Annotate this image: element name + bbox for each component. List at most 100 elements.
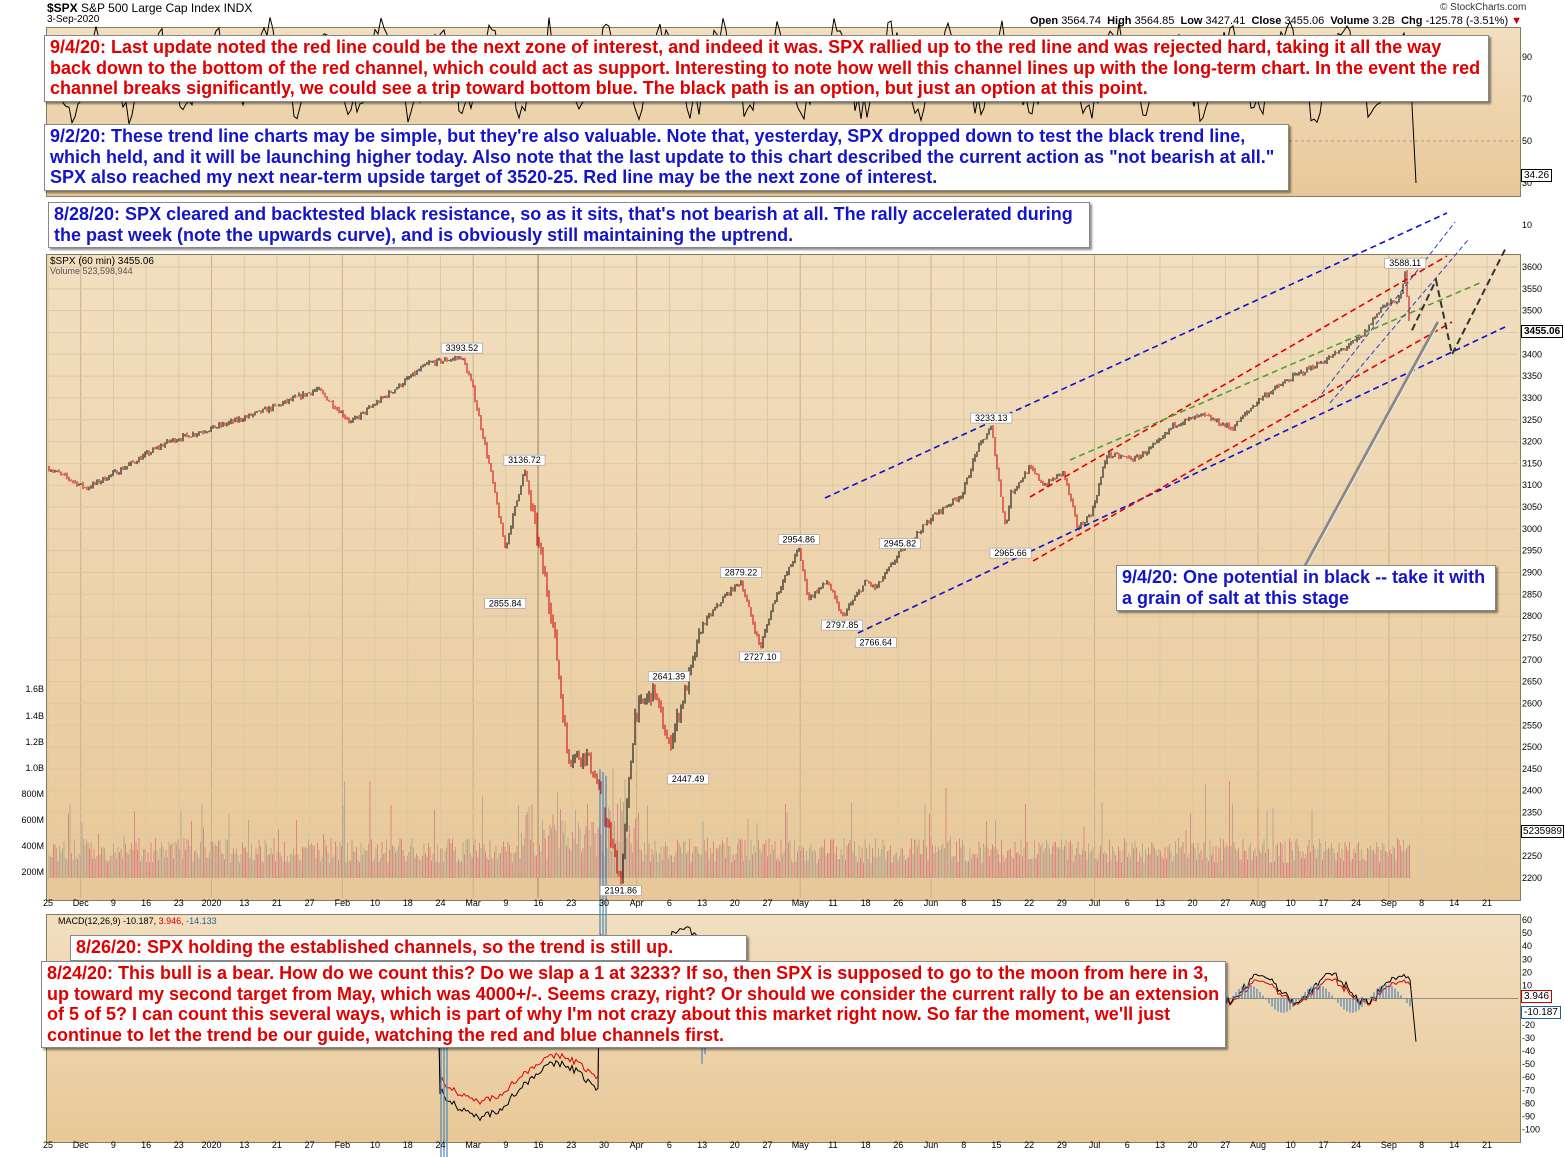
x-tick-label: Sep	[1381, 1140, 1397, 1150]
x-tick-label: 10	[1286, 1140, 1296, 1150]
price-tick-label: 2600	[1522, 698, 1542, 708]
x-tick-label: Jun	[924, 898, 939, 908]
x-tick-label: 20	[1188, 1140, 1198, 1150]
macd-value-tag: 3.946	[1521, 990, 1553, 1003]
chart-date: 3-Sep-2020	[47, 14, 100, 25]
x-tick-label: 18	[861, 1140, 871, 1150]
x-tick-label: 21	[1482, 898, 1492, 908]
price-annotation: 3393.52	[446, 343, 479, 353]
blue-channel-top	[824, 212, 1448, 499]
price-annotation-box	[1384, 257, 1427, 269]
rsi-tick-label: 30	[1522, 178, 1532, 188]
x-tick-label: 20	[730, 1140, 740, 1150]
x-tick-label: 8	[961, 898, 966, 908]
x-tick-label: 27	[305, 1140, 315, 1150]
price-annotation-box	[667, 773, 709, 785]
volume-tick-label: 1.2B	[25, 737, 44, 747]
volume-tick-label: 800M	[21, 789, 44, 799]
x-tick-label: 13	[239, 898, 249, 908]
x-tick-label: 2020	[202, 1140, 222, 1150]
price-annotation: 2191.86	[604, 886, 637, 896]
x-tick-label: 16	[534, 898, 544, 908]
x-tick-label: 16	[141, 1140, 151, 1150]
price-annotation: 2855.84	[489, 598, 522, 608]
x-tick-label: 24	[435, 898, 445, 908]
x-tick-label: Dec	[73, 898, 90, 908]
price-annotation: 2641.39	[653, 671, 686, 681]
x-tick-label: Jul	[1089, 1140, 1101, 1150]
x-tick-label: 6	[667, 898, 672, 908]
x-tick-label: 29	[1057, 898, 1067, 908]
x-tick-label: Apr	[630, 898, 644, 908]
x-tick-label: 11	[828, 1140, 837, 1150]
x-tick-label: 8	[1419, 1140, 1424, 1150]
macd-tick-label: -20	[1522, 1020, 1535, 1030]
price-annotation: 3233.13	[975, 413, 1008, 423]
x-tick-label: May	[792, 1140, 810, 1150]
x-tick-label: 13	[1155, 898, 1165, 908]
x-tick-label: 30	[599, 898, 609, 908]
price-annotation: 2766.64	[860, 638, 893, 648]
price-annotation: 2954.86	[783, 535, 816, 545]
x-tick-label: 20	[1188, 898, 1198, 908]
x-tick-label: 20	[730, 898, 740, 908]
price-annotation: 2797.85	[826, 620, 859, 630]
x-tick-label: 11	[828, 898, 837, 908]
x-tick-label: 27	[762, 898, 772, 908]
x-tick-label: Apr	[630, 1140, 644, 1150]
x-tick-label: 8	[961, 1140, 966, 1150]
price-value-tag: 3455.06	[1521, 325, 1564, 338]
note-pointer-highlight	[1306, 321, 1441, 567]
red-channel-top	[1029, 255, 1448, 498]
macd-tick-label: -80	[1522, 1098, 1535, 1108]
x-tick-label: 24	[1351, 1140, 1361, 1150]
volume-tick-label: 1.0B	[25, 763, 44, 773]
macd-panel-label: MACD(12,26,9) -10.187, 3.946, -14.133	[58, 916, 217, 926]
x-tick-label: 18	[403, 898, 413, 908]
x-tick-label: 16	[141, 898, 151, 908]
x-tick-label: 6	[667, 1140, 672, 1150]
price-tick-label: 2450	[1522, 764, 1542, 774]
x-tick-label: 9	[503, 898, 508, 908]
x-tick-label: 18	[403, 1140, 413, 1150]
x-tick-label: 8	[1419, 898, 1424, 908]
x-tick-label: 18	[861, 898, 871, 908]
x-tick-label: 13	[697, 898, 707, 908]
macd-tick-label: 10	[1522, 981, 1532, 991]
price-annotation-box	[599, 885, 642, 896]
x-tick-label: 22	[1024, 898, 1034, 908]
x-tick-label: 17	[1318, 1140, 1328, 1150]
macd-tick-label: 40	[1522, 941, 1532, 951]
x-tick-label: 6	[1125, 898, 1130, 908]
x-tick-label: 13	[697, 1140, 707, 1150]
price-annotation-box	[720, 567, 762, 578]
chart-exchange: INDX	[223, 1, 253, 15]
price-annotation: 2447.49	[672, 774, 705, 784]
price-annotation: 2945.82	[884, 539, 917, 549]
rsi-tick-label: 90	[1522, 52, 1532, 62]
x-tick-label: 21	[1482, 1140, 1492, 1150]
red-channel-bottom	[1032, 321, 1453, 562]
x-tick-label: Mar	[465, 898, 481, 908]
macd-tick-label: -100	[1522, 1125, 1540, 1135]
chart-symbol-line: $SPX S&P 500 Large Cap Index INDX	[47, 1, 252, 15]
stockcharts-brand[interactable]: © StockCharts.com	[1440, 2, 1527, 13]
x-tick-label: 24	[435, 1140, 445, 1150]
note-8-24-bull-is-bear: 8/24/20: This bull is a bear. How do we …	[41, 961, 1226, 1048]
price-annotation-box	[821, 619, 863, 631]
macd-tick-label: 60	[1522, 915, 1532, 925]
black-potential-path	[1411, 249, 1506, 358]
x-tick-label: 13	[1155, 1140, 1165, 1150]
price-annotation: 3588.11	[1389, 258, 1421, 268]
price-tick-label: 2200	[1522, 873, 1542, 883]
price-annotation-box	[441, 342, 483, 354]
chart-symbol: $SPX	[47, 1, 78, 15]
rsi-tick-label: 10	[1522, 220, 1532, 230]
x-tick-label: 17	[1318, 898, 1328, 908]
x-tick-label: 27	[762, 1140, 772, 1150]
price-tick-label: 2850	[1522, 589, 1542, 599]
x-tick-label: Feb	[335, 898, 351, 908]
x-tick-label: 25	[43, 1140, 53, 1150]
price-tick-label: 2550	[1522, 720, 1542, 730]
x-tick-label: 10	[370, 898, 380, 908]
